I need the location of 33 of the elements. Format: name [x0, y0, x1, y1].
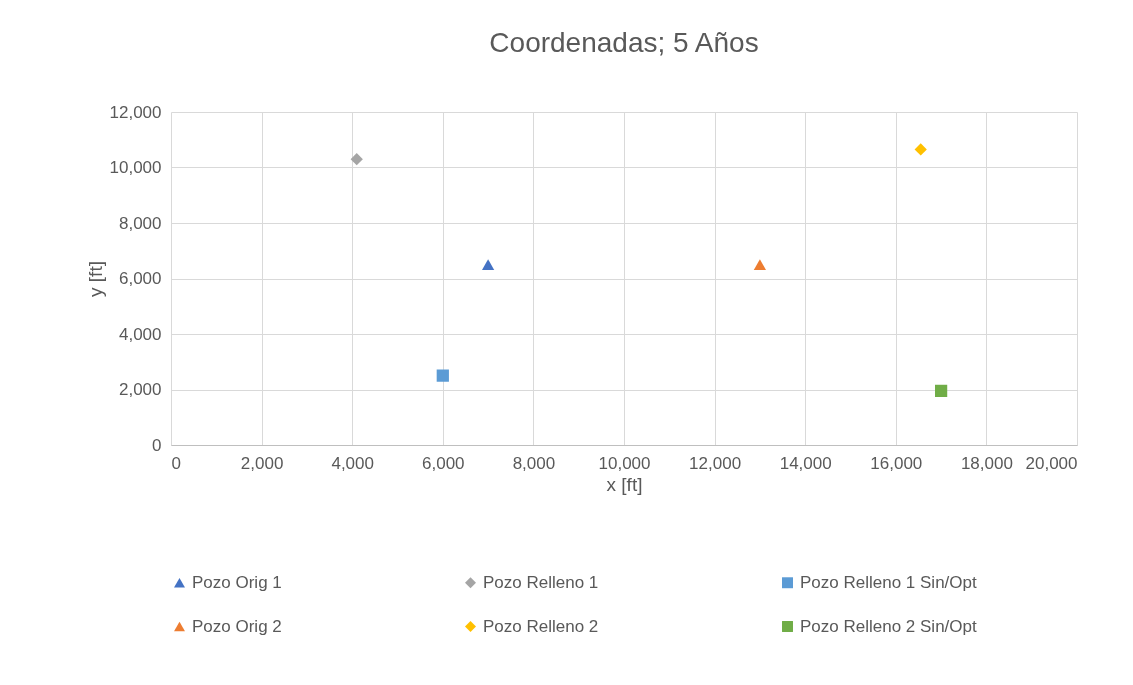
x-tick-label: 2,000: [240, 453, 284, 473]
point: [934, 384, 948, 398]
legend-label: Pozo Orig 1: [192, 572, 282, 592]
point: [914, 143, 927, 156]
y-tick-label: 4,000: [118, 324, 162, 344]
x-tick-label: 4,000: [331, 453, 374, 473]
x-axis-title: x [ft]: [606, 473, 643, 495]
legend-label: Pozo Orig 2: [192, 616, 282, 636]
y-axis-title: y [ft]: [84, 261, 106, 297]
y-tick-label: 2,000: [118, 380, 162, 399]
legend-label: Pozo Relleno 2: [483, 616, 599, 636]
legend-label: Pozo Relleno 1: [483, 572, 599, 592]
x-tick-label: 16,000: [870, 453, 923, 473]
point: [481, 259, 495, 270]
point: [350, 153, 363, 166]
y-tick-label: 0: [152, 435, 162, 455]
x-tick-label: 12,000: [689, 453, 742, 473]
x-tick-label: 18,000: [960, 453, 1013, 473]
legend-label: Pozo Relleno 1 Sin/Opt: [800, 572, 977, 592]
y-tick-label: 12,000: [109, 102, 162, 122]
x-tick-label: 10,000: [598, 453, 651, 473]
point: [753, 259, 767, 270]
x-tick-label: 6,000: [422, 453, 465, 473]
x-tick-label: 14,000: [779, 453, 832, 473]
y-tick-label: 8,000: [118, 213, 162, 233]
chart-title: Coordenadas; 5 Años: [489, 27, 759, 58]
y-tick-label: 10,000: [109, 158, 162, 177]
point: [436, 369, 449, 382]
x-tick-label: 0: [171, 453, 181, 473]
x-tick-label: 20,000: [1025, 453, 1078, 473]
legend-label: Pozo Relleno 2 Sin/Opt: [800, 616, 977, 636]
y-tick-label: 6,000: [118, 269, 162, 288]
x-tick-label: 8,000: [512, 453, 556, 473]
